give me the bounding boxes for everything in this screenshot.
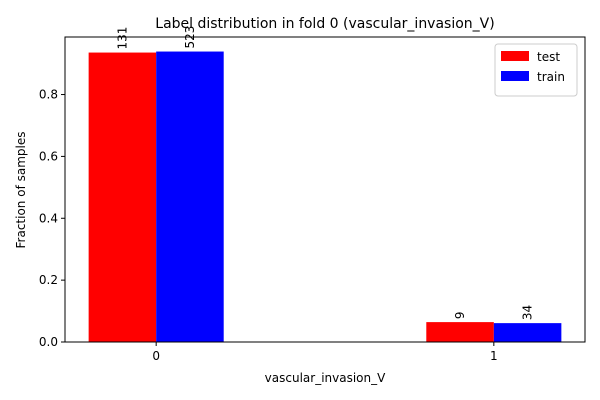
x-tick-label: 0 [152,349,160,363]
chart-title: Label distribution in fold 0 (vascular_i… [155,16,494,32]
x-axis-label: vascular_invasion_V [265,371,386,385]
bar [88,52,157,343]
y-tick-label: 0.6 [39,149,58,163]
plot-frame [64,36,586,343]
bar [426,322,494,342]
y-tick-label: 0.4 [39,211,58,225]
legend-label: test [537,50,560,64]
value-label: 34 [521,305,535,320]
legend-label: train [537,70,565,84]
bar [156,51,224,342]
y-tick-label: 0.8 [39,88,58,102]
y-tick-label: 0.2 [39,273,58,287]
x-tick-label: 1 [490,349,498,363]
value-label: 131 [115,27,129,50]
y-tick-label: 0.0 [39,335,58,349]
value-label: 9 [453,311,467,319]
legend-swatch [501,71,529,81]
legend-swatch [501,51,529,61]
bar [493,323,562,342]
y-axis-label: Fraction of samples [14,132,28,249]
